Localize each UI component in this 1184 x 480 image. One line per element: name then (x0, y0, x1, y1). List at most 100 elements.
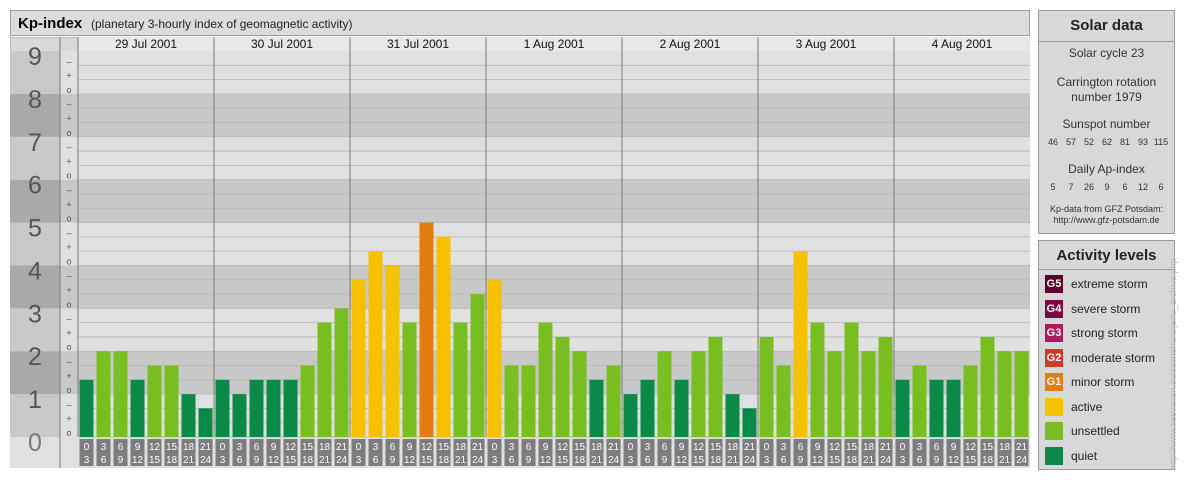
hour-tick-start: 18 (455, 442, 467, 453)
kp-bar (572, 351, 587, 437)
y-tick-label: 9 (28, 43, 42, 71)
y-tick-label: 7 (28, 129, 42, 157)
hour-tick-end: 21 (591, 455, 603, 466)
hour-tick-start: 9 (271, 442, 277, 453)
source-line-2: http://www.gfz-potsdam.de (1053, 215, 1160, 225)
hour-tick-start: 3 (509, 442, 515, 453)
kp-bar (640, 379, 655, 437)
legend-swatch (1045, 446, 1063, 465)
plot-band (60, 93, 1030, 137)
hour-tick-box (878, 439, 893, 466)
hour-tick-start: 12 (421, 442, 433, 453)
y-subtick-label: + (66, 328, 71, 338)
y-subtick-label: + (66, 371, 71, 381)
kp-bar (589, 379, 604, 437)
hour-tick-start: 12 (829, 442, 841, 453)
hour-tick-end: 9 (934, 455, 940, 466)
hour-tick-box (538, 439, 553, 466)
hour-tick-box (215, 439, 230, 466)
ap-value: 9 (1104, 182, 1110, 192)
day-label: 29 Jul 2001 (115, 37, 177, 51)
ap-value: 7 (1068, 182, 1074, 192)
kp-bar (521, 365, 536, 437)
legend-label: quiet (1071, 448, 1098, 463)
chart-title: Kp-index (18, 15, 83, 32)
hour-tick-start: 18 (183, 442, 195, 453)
hour-tick-start: 21 (1016, 442, 1028, 453)
hour-tick-start: 18 (591, 442, 603, 453)
kp-bar (79, 379, 94, 437)
kp-bar (827, 351, 842, 437)
hour-tick-box (334, 439, 349, 466)
kp-bar (946, 379, 961, 437)
hour-tick-start: 3 (373, 442, 379, 453)
legend-label: minor storm (1071, 375, 1135, 389)
kp-bar (895, 379, 910, 437)
kp-bar (113, 351, 128, 437)
y-subtick-label: – (66, 185, 71, 195)
hour-tick-box (96, 439, 111, 466)
hour-tick-end: 12 (404, 455, 416, 466)
kp-bar (674, 379, 689, 437)
hour-tick-box (793, 439, 808, 466)
hour-tick-box (130, 439, 145, 466)
kp-bar (232, 394, 247, 437)
plot-band (60, 179, 1030, 223)
activity-legend-panel: Activity levels G5 extreme storm G4 severe … (1038, 240, 1175, 470)
hour-tick-box (419, 439, 434, 466)
hour-tick-box (487, 439, 502, 466)
hour-tick-end: 9 (390, 455, 396, 466)
legend-label: moderate storm (1071, 350, 1156, 365)
hour-tick-end: 6 (781, 455, 787, 466)
hour-tick-box (351, 439, 366, 466)
hour-tick-end: 18 (166, 455, 178, 466)
hour-tick-box (504, 439, 519, 466)
hour-tick-start: 21 (200, 442, 212, 453)
y-subtick-label: o (66, 214, 71, 224)
y-band (10, 394, 60, 437)
hour-tick-end: 6 (645, 455, 651, 466)
day-label: 2 Aug 2001 (660, 37, 721, 51)
tick-strip (10, 437, 1030, 468)
hour-tick-start: 0 (84, 442, 90, 453)
plot-band (60, 265, 1030, 309)
kp-bar (963, 365, 978, 437)
hour-tick-start: 6 (254, 442, 260, 453)
kp-bar (538, 322, 553, 437)
kp-bar (861, 351, 876, 437)
hour-tick-box (725, 439, 740, 466)
hour-tick-box (946, 439, 961, 466)
ap-value: 6 (1158, 182, 1164, 192)
hour-tick-box (776, 439, 791, 466)
ap-value: 12 (1137, 182, 1148, 192)
legend-swatch (1045, 397, 1063, 416)
hour-tick-start: 21 (472, 442, 484, 453)
y-tick-label: 3 (28, 300, 42, 328)
hour-tick-box (453, 439, 468, 466)
plot-band (60, 136, 1030, 180)
hour-tick-end: 3 (764, 455, 770, 466)
legend-label: strong storm (1071, 326, 1138, 340)
hour-tick-end: 21 (863, 455, 875, 466)
hour-tick-start: 21 (880, 442, 892, 453)
day-label: 4 Aug 2001 (932, 37, 993, 51)
hour-tick-start: 3 (917, 442, 923, 453)
hour-tick-start: 21 (336, 442, 348, 453)
kp-bar (759, 336, 774, 437)
hour-tick-start: 3 (781, 442, 787, 453)
hour-tick-box (283, 439, 298, 466)
hour-tick-end: 18 (574, 455, 586, 466)
kp-bar (623, 394, 638, 437)
hour-tick-end: 15 (965, 455, 977, 466)
hour-tick-end: 24 (880, 455, 892, 466)
hour-tick-box (470, 439, 485, 466)
hour-tick-start: 0 (220, 442, 226, 453)
legend-swatch: G3 (1045, 324, 1063, 342)
hour-tick-box (708, 439, 723, 466)
hour-tick-end: 3 (900, 455, 906, 466)
y-subtick-label: – (66, 56, 71, 66)
plot-band (60, 222, 1030, 266)
kp-bar (266, 379, 281, 437)
hour-tick-start: 18 (999, 442, 1011, 453)
